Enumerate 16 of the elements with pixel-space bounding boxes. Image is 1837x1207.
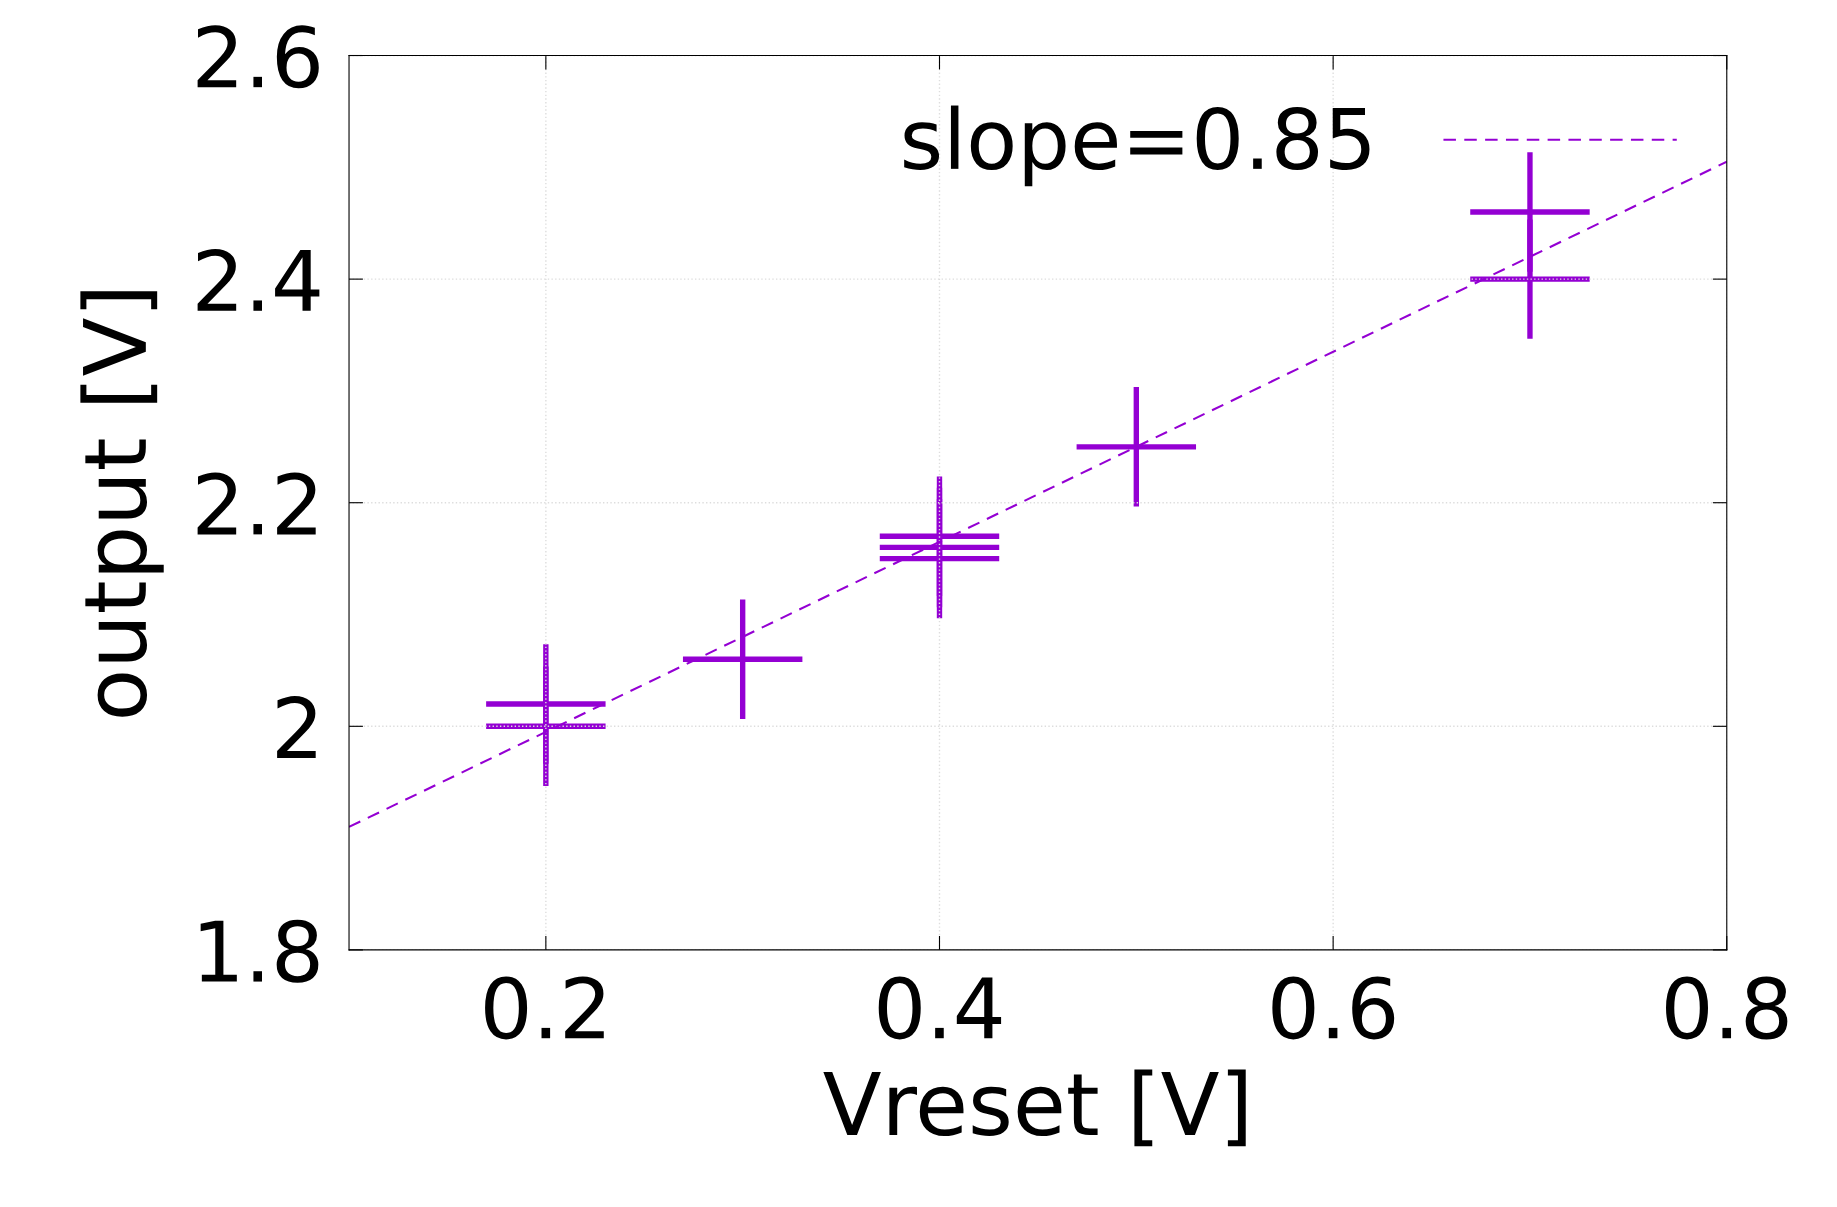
legend-label: slope=0.85	[904, 105, 1370, 187]
point	[1076, 387, 1197, 507]
point	[486, 666, 606, 787]
y-axis-title: output [V]	[80, 291, 164, 717]
y-tick-label: 1.8	[200, 919, 319, 983]
point	[682, 599, 803, 719]
y-tick-label: 2.2	[197, 472, 316, 535]
x-tick-label: 0.6	[1272, 976, 1395, 1040]
y-tick-label: 2.6	[197, 25, 319, 89]
y-tick-label: 2	[277, 696, 316, 758]
x-tick-label: 0.8	[1666, 976, 1788, 1040]
x-tick-label: 0.2	[485, 976, 604, 1040]
x-axis-title: Vreset [V]	[823, 1069, 1246, 1147]
y-tick-label: 2.4	[197, 248, 320, 311]
point	[1470, 219, 1590, 339]
x-tick-label: 0.4	[878, 976, 1002, 1040]
